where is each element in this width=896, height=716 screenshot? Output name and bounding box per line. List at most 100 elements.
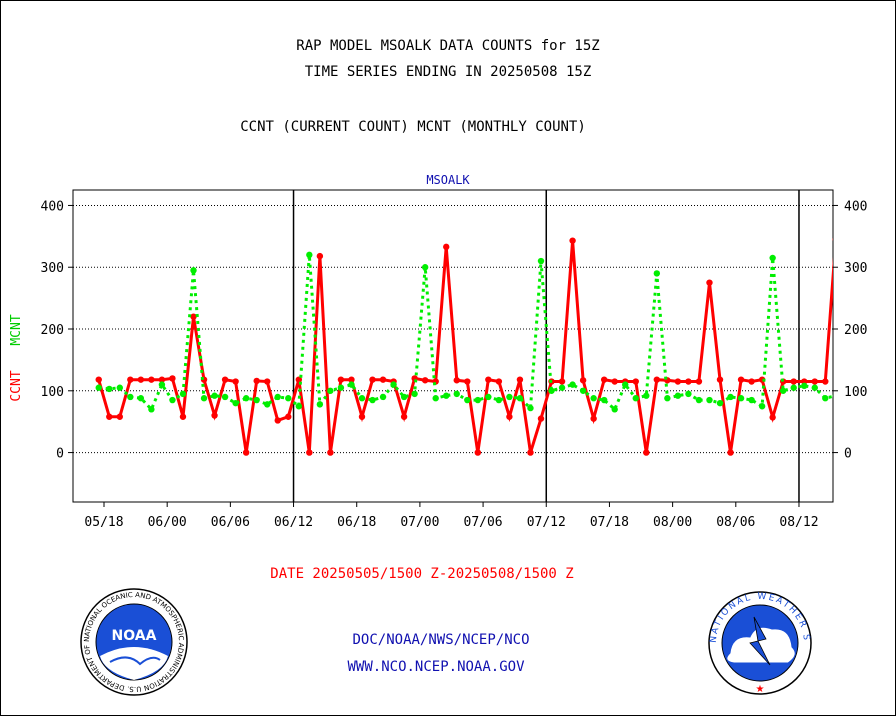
- data-point-mcnt: [421, 264, 429, 271]
- data-point-mcnt: [358, 395, 366, 402]
- data-point-mcnt: [801, 382, 808, 390]
- data-point-ccnt: [348, 376, 355, 383]
- y-tick-label-right: 200: [844, 323, 867, 338]
- series-layer: [95, 237, 860, 456]
- y-tick-label-right: 0: [844, 447, 852, 462]
- data-point-mcnt: [348, 381, 355, 388]
- data-point-mcnt: [527, 404, 534, 412]
- data-point-mcnt: [548, 387, 555, 394]
- data-point-mcnt: [579, 387, 587, 394]
- data-point-ccnt: [506, 413, 513, 420]
- data-point-mcnt: [727, 393, 734, 401]
- data-point-ccnt: [158, 376, 166, 383]
- data-point-mcnt: [737, 395, 745, 402]
- x-tick-label: 06/00: [148, 515, 187, 530]
- y-tick-label-left: 400: [41, 199, 64, 214]
- data-point-mcnt: [400, 393, 408, 401]
- data-point-mcnt: [411, 390, 418, 398]
- data-point-mcnt: [285, 395, 292, 402]
- data-point-ccnt: [443, 243, 450, 251]
- data-point-mcnt: [748, 396, 755, 404]
- series-line-ccnt: [97, 240, 833, 454]
- data-point-mcnt: [443, 392, 450, 399]
- data-point-ccnt: [369, 376, 376, 383]
- y-tick-label-right: 400: [844, 199, 867, 214]
- data-point-ccnt: [832, 237, 833, 241]
- axis-layer: 0 0 100 100 200 200 300 300 400 400 05/18 06/00 06/0…: [41, 189, 867, 530]
- data-point-mcnt: [643, 392, 650, 399]
- x-tick-label: 07/06: [464, 515, 503, 530]
- doc-link[interactable]: DOC/NOAA/NWS/NCEP/NCO: [352, 632, 530, 648]
- data-point-mcnt: [758, 403, 766, 410]
- data-point-ccnt: [653, 376, 661, 383]
- noaa-logo-text: NOAA: [112, 628, 157, 644]
- data-point-mcnt: [337, 384, 345, 391]
- data-point-ccnt: [116, 413, 123, 420]
- data-point-mcnt: [316, 401, 324, 408]
- data-point-mcnt: [432, 395, 439, 402]
- data-point-ccnt: [854, 378, 860, 384]
- data-point-ccnt: [190, 313, 197, 320]
- data-point-mcnt: [274, 393, 281, 401]
- data-point-mcnt: [369, 396, 376, 404]
- data-point-ccnt: [337, 376, 345, 383]
- x-tick-label: 07/12: [527, 515, 566, 530]
- data-point-ccnt: [127, 376, 134, 383]
- data-point-ccnt: [211, 412, 218, 419]
- data-point-mcnt: [590, 395, 597, 402]
- data-point-mcnt: [558, 384, 566, 391]
- data-point-mcnt: [716, 399, 724, 407]
- data-point-mcnt: [474, 396, 482, 404]
- data-point-ccnt: [611, 378, 618, 385]
- y-axis-label-mcnt: MCNT: [9, 314, 24, 345]
- data-point-mcnt: [116, 384, 123, 391]
- data-point-mcnt: [685, 390, 692, 398]
- data-point-mcnt: [516, 395, 524, 402]
- data-point-ccnt: [685, 378, 692, 385]
- data-point-mcnt: [242, 395, 250, 402]
- data-point-mcnt: [695, 396, 703, 404]
- data-point-ccnt: [537, 415, 545, 422]
- data-point-ccnt: [590, 415, 597, 422]
- data-point-ccnt: [148, 376, 155, 383]
- data-point-ccnt: [264, 378, 271, 385]
- data-point-ccnt: [716, 376, 724, 383]
- data-point-ccnt: [327, 449, 334, 456]
- data-point-ccnt: [600, 376, 608, 383]
- data-point-ccnt: [674, 378, 682, 385]
- data-point-mcnt: [653, 270, 661, 277]
- data-point-ccnt: [242, 449, 250, 456]
- data-point-ccnt: [400, 413, 408, 420]
- data-point-ccnt: [232, 378, 239, 385]
- data-point-mcnt: [169, 396, 176, 404]
- data-point-mcnt: [632, 395, 639, 402]
- data-point-mcnt: [485, 393, 492, 401]
- data-point-mcnt: [706, 396, 713, 404]
- data-point-mcnt: [674, 392, 682, 399]
- plot-title: MSOALK: [426, 173, 470, 187]
- data-point-mcnt: [779, 387, 787, 394]
- website-link[interactable]: WWW.NCO.NCEP.NOAA.GOV: [347, 659, 525, 675]
- title-line-2: TIME SERIES ENDING IN 20250508 15Z: [304, 64, 592, 80]
- data-point-mcnt: [127, 393, 134, 401]
- data-point-mcnt: [769, 254, 776, 262]
- data-point-mcnt: [537, 257, 545, 265]
- y-axis-label-ccnt: CCNT: [9, 370, 24, 401]
- data-point-mcnt: [790, 384, 797, 391]
- data-point-mcnt: [832, 394, 833, 398]
- x-tick-label: 08/00: [653, 515, 692, 530]
- data-point-ccnt: [569, 237, 576, 244]
- data-point-ccnt: [706, 279, 713, 286]
- data-point-ccnt: [306, 449, 313, 456]
- data-point-mcnt: [390, 381, 397, 388]
- data-point-mcnt: [106, 385, 113, 393]
- data-point-ccnt: [137, 376, 145, 383]
- data-point-mcnt: [200, 395, 208, 402]
- data-point-mcnt: [264, 401, 271, 408]
- data-point-ccnt: [285, 413, 292, 420]
- series-line-mcnt: [98, 254, 833, 412]
- series-ccnt: [95, 237, 860, 456]
- data-point-ccnt: [495, 378, 503, 385]
- plot-frame: [72, 189, 834, 503]
